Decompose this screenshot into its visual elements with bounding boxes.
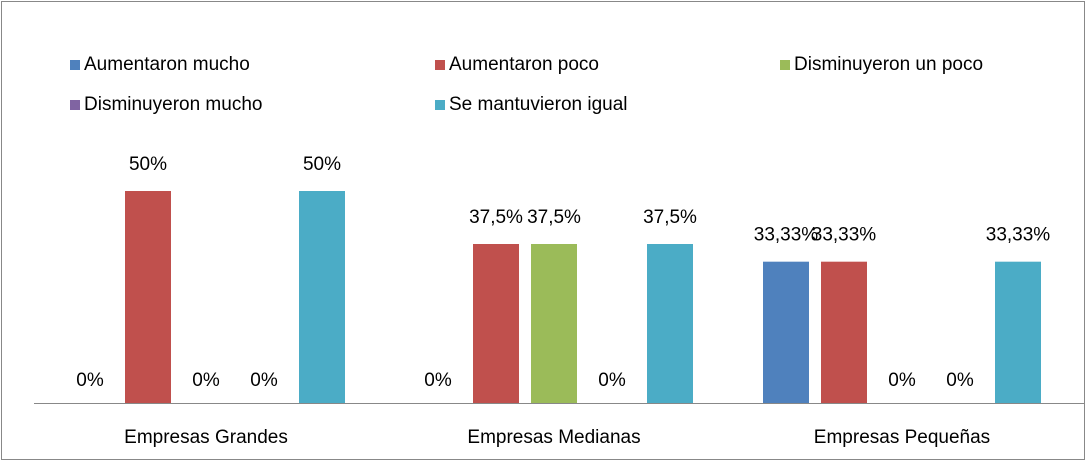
bar: [647, 244, 693, 403]
legend-label: Aumentaron mucho: [84, 54, 250, 75]
legend-label: Disminuyeron mucho: [84, 94, 262, 115]
legend-swatch: [435, 100, 445, 110]
x-tick-label: Empresas Medianas: [467, 427, 640, 448]
legend-label: Se mantuvieron igual: [449, 94, 628, 115]
data-label: 37,5%: [527, 207, 581, 228]
data-label: 0%: [424, 370, 452, 391]
x-tick-label: Empresas Grandes: [124, 427, 288, 448]
data-label: 37,5%: [643, 207, 697, 228]
bar: [763, 261, 809, 403]
data-label: 0%: [250, 370, 278, 391]
legend-label: Aumentaron poco: [449, 54, 599, 75]
data-label: 0%: [192, 370, 220, 391]
legend-swatch: [70, 100, 80, 110]
legend-swatch: [780, 60, 790, 70]
data-label: 0%: [946, 370, 974, 391]
data-label: 33,33%: [754, 225, 819, 246]
legend-swatch: [435, 60, 445, 70]
bar: [125, 191, 171, 403]
bar: [473, 244, 519, 403]
data-label: 33,33%: [812, 225, 877, 246]
data-label: 33,33%: [986, 225, 1051, 246]
bar: [821, 261, 867, 403]
data-label: 50%: [303, 154, 341, 175]
data-label: 0%: [598, 370, 626, 391]
legend-label: Disminuyeron un poco: [794, 54, 983, 75]
data-label: 0%: [76, 370, 104, 391]
legend-swatch: [70, 60, 80, 70]
x-tick-label: Empresas Pequeñas: [814, 427, 990, 448]
data-label: 50%: [129, 154, 167, 175]
bar: [995, 261, 1041, 403]
bar: [299, 191, 345, 403]
bar: [531, 244, 577, 403]
data-label: 37,5%: [469, 207, 523, 228]
data-label: 0%: [888, 370, 916, 391]
